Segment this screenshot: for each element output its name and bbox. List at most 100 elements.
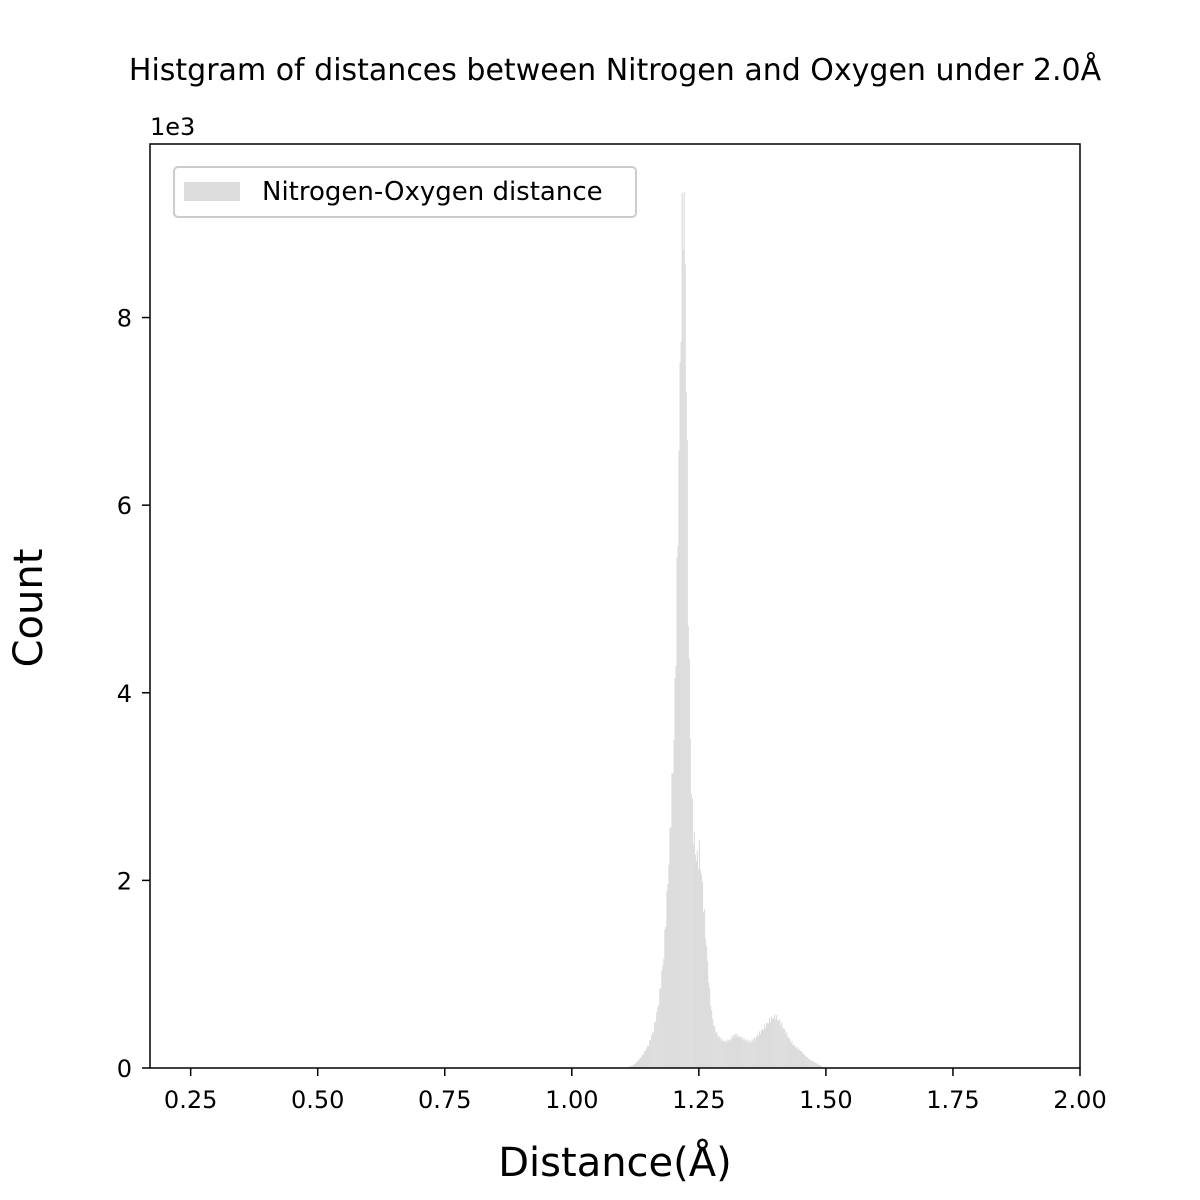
histogram-bar — [817, 1064, 819, 1068]
histogram-bar — [712, 1018, 714, 1068]
y-tick-label: 6 — [117, 492, 132, 520]
histogram-bar — [716, 1031, 718, 1068]
histogram-bar — [732, 1037, 734, 1068]
histogram-bar — [682, 249, 684, 1068]
histogram-bar — [630, 1066, 632, 1068]
histogram-bar — [663, 958, 665, 1068]
histogram-bar — [634, 1063, 636, 1068]
x-tick-label: 1.25 — [672, 1086, 725, 1114]
histogram-bar — [742, 1040, 744, 1068]
legend: Nitrogen-Oxygen distance — [173, 166, 637, 218]
histogram-bar — [783, 1028, 785, 1068]
y-axis-ticks: 0 2 4 6 8 — [117, 305, 150, 1083]
histogram-bar — [765, 1023, 768, 1068]
histogram-bar — [713, 1025, 715, 1068]
histogram-bar — [794, 1046, 796, 1068]
histogram-bars — [624, 191, 822, 1069]
histogram-bar — [734, 1033, 736, 1068]
histogram-bar — [755, 1036, 757, 1068]
histogram-bar — [641, 1054, 644, 1068]
histogram-bar — [670, 827, 672, 1068]
histogram-bar — [659, 988, 661, 1068]
histogram-bar — [813, 1061, 815, 1068]
legend-swatch — [184, 182, 240, 201]
histogram-bar — [752, 1041, 754, 1068]
histogram-bar — [650, 1040, 652, 1068]
histogram-bar — [699, 870, 702, 1068]
histogram-bar — [709, 988, 711, 1068]
histogram-bar — [761, 1029, 764, 1068]
histogram-bar — [711, 1010, 713, 1068]
histogram-bar — [739, 1036, 741, 1068]
histogram-bar — [773, 1018, 775, 1068]
histogram-bar — [690, 794, 692, 1068]
histogram-bar — [729, 1038, 731, 1068]
histogram-bar — [694, 854, 696, 1068]
histogram-bar — [762, 1030, 765, 1068]
histogram-bar — [777, 1020, 779, 1068]
histogram-bar — [811, 1060, 813, 1068]
histogram-bar — [661, 970, 663, 1068]
histogram-bar — [651, 1035, 653, 1068]
x-tick-label: 1.00 — [545, 1086, 598, 1114]
histogram-bar — [751, 1039, 753, 1068]
x-tick-label: 0.25 — [164, 1086, 217, 1114]
histogram-bar — [667, 884, 669, 1068]
histogram-bar — [715, 1032, 717, 1068]
histogram-bar — [757, 1036, 759, 1068]
histogram-bar — [647, 1045, 649, 1068]
histogram-bar — [801, 1051, 803, 1068]
histogram-bar — [799, 1050, 801, 1068]
histogram-bar — [770, 1022, 772, 1068]
histogram-bar — [640, 1056, 643, 1068]
x-axis-label: Distance(Å) — [498, 1138, 731, 1186]
x-tick-label: 1.75 — [926, 1086, 979, 1114]
y-tick-label: 8 — [117, 305, 132, 333]
x-tick-label: 0.50 — [291, 1086, 344, 1114]
histogram-bar — [759, 1033, 762, 1068]
histogram-bar — [701, 881, 704, 1068]
histogram-bar — [646, 1048, 648, 1068]
plot-frame — [149, 143, 1081, 1069]
histogram-bar — [750, 1041, 752, 1068]
histogram-bar — [700, 874, 703, 1068]
histogram-bar — [723, 1041, 725, 1068]
histogram-bar — [819, 1065, 821, 1068]
histogram-bar — [637, 1060, 640, 1068]
histogram-bar — [730, 1040, 732, 1068]
histogram-bar — [736, 1033, 738, 1068]
histogram-bar — [629, 1066, 631, 1068]
histogram-bar — [706, 960, 709, 1068]
legend-box — [173, 166, 637, 218]
histogram-bar — [781, 1022, 783, 1068]
histogram-bar — [738, 1035, 740, 1068]
histogram-bar — [791, 1041, 793, 1068]
histogram-bar — [686, 439, 688, 1068]
histogram-bar — [633, 1064, 635, 1068]
histogram-bar — [684, 264, 686, 1069]
x-tick-label: 0.75 — [418, 1086, 471, 1114]
histogram-bar — [702, 912, 705, 1068]
x-axis-ticks: 0.25 0.50 0.75 1.00 1.25 1.50 1.75 2.00 — [164, 1068, 1107, 1114]
histogram-bar — [676, 557, 678, 1068]
histogram-bar — [814, 1062, 816, 1068]
histogram-bar — [722, 1040, 724, 1068]
histogram-bar — [705, 946, 708, 1068]
histogram-bar — [652, 1032, 654, 1068]
histogram-bar — [665, 926, 667, 1068]
histogram-bar — [719, 1036, 721, 1068]
histogram-bar — [698, 840, 701, 1068]
histogram-bar — [689, 738, 691, 1068]
histogram-bar — [703, 909, 706, 1068]
histogram-bar — [678, 450, 680, 1068]
histogram-bar — [660, 988, 662, 1068]
histogram-bar — [638, 1058, 641, 1068]
histogram-bar — [806, 1057, 808, 1068]
histogram-bar — [760, 1030, 763, 1068]
histogram-bar — [632, 1065, 634, 1068]
histogram-bar — [654, 1022, 656, 1068]
histogram-bar — [635, 1062, 638, 1068]
histogram-bar — [737, 1037, 739, 1068]
histogram-bar — [790, 1042, 792, 1068]
histogram-bar — [658, 1004, 660, 1068]
